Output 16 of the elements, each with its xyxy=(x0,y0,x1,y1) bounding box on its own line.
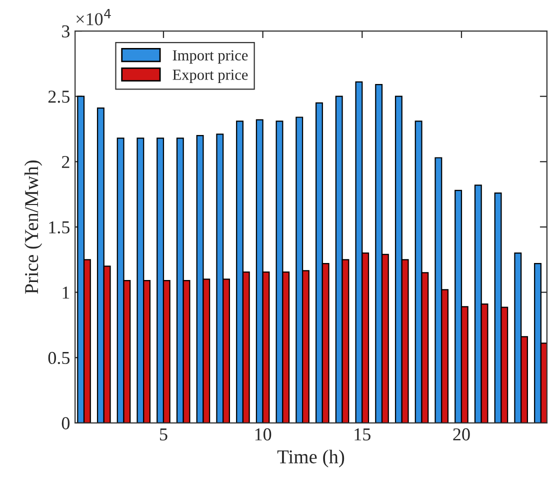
legend-label: Export price xyxy=(172,70,248,84)
legend-label: Import price xyxy=(172,50,248,64)
y-tick-label: 2 xyxy=(62,156,70,168)
y-axis-title: Price (Yen/Mwh) xyxy=(24,160,42,294)
text: ×10$^{4}$ xyxy=(76,8,111,26)
y-tick-label: 1 xyxy=(62,286,70,299)
y-tick-label: 2.5 xyxy=(48,90,70,103)
x-tick-label: 15 xyxy=(354,428,370,440)
x-tick-label: 10 xyxy=(255,428,272,440)
y-tick-label: 0.5 xyxy=(48,352,70,364)
x-axis-title: Time (h) xyxy=(277,450,344,468)
y-tick-label: 3 xyxy=(62,25,70,38)
y-tick-label: 1.5 xyxy=(49,221,70,234)
x-tick-label: 5 xyxy=(160,428,168,440)
y-tick-label: 0 xyxy=(62,417,70,430)
x-tick-label: 20 xyxy=(453,428,470,440)
